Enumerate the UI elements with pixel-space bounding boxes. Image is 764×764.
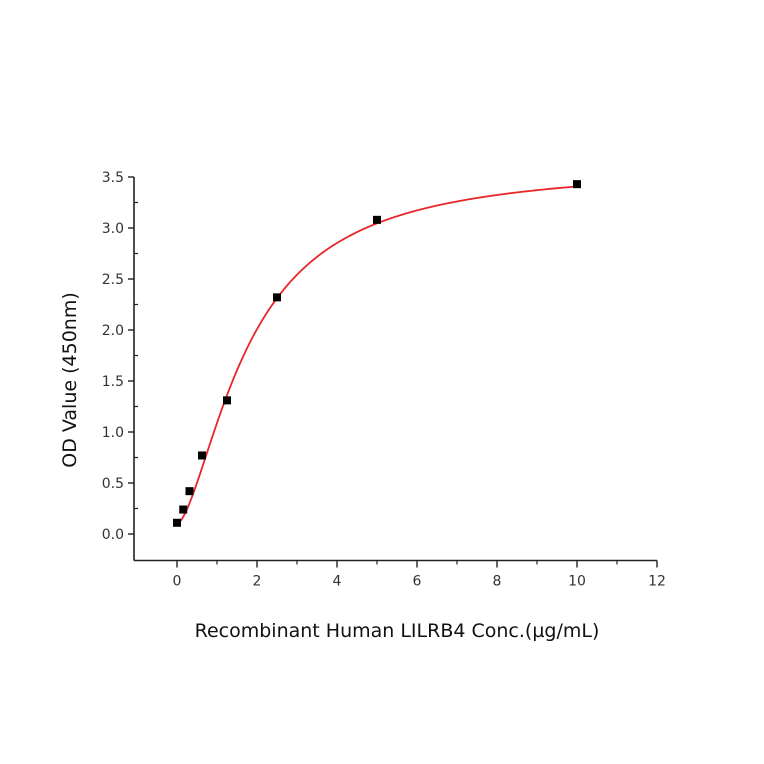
fit-curve [176,185,578,525]
y-tick-label: 2.0 [102,323,124,339]
data-point-marker [573,180,581,189]
y-tick-label: 3.5 [102,170,124,186]
x-tick-label: 10 [568,574,586,590]
data-point-marker [173,518,181,527]
fit-curve-line [176,185,578,525]
x-tick-label: 2 [253,574,262,590]
axes: 0.0 0.5 1.0 1.5 2.0 2.5 3.0 3.5 0 2 4 6 8 10 12 [102,170,666,590]
y-tick-label: 0.0 [102,527,124,543]
x-tick-label: 4 [333,574,342,590]
x-tick-label: 6 [413,574,422,590]
data-points [173,180,581,527]
x-tick-label: 8 [493,574,502,590]
x-tick-label: 12 [648,574,666,590]
y-tick-label: 2.5 [102,272,124,288]
x-axis-title: Recombinant Human LILRB4 Conc.(µg/mL) [195,620,600,642]
data-point-marker [223,396,231,405]
data-point-marker [185,487,194,496]
data-point-marker [179,505,188,514]
y-tick-label: 0.5 [102,476,124,492]
y-tick-label: 1.0 [102,425,124,441]
y-tick-label: 3.0 [102,221,124,237]
data-point-marker [273,293,281,302]
data-point-marker [373,215,381,224]
data-point-marker [198,451,206,460]
y-axis-title: OD Value (450nm) [59,292,81,467]
x-tick-label: 0 [173,574,182,590]
y-tick-label: 1.5 [102,374,124,390]
